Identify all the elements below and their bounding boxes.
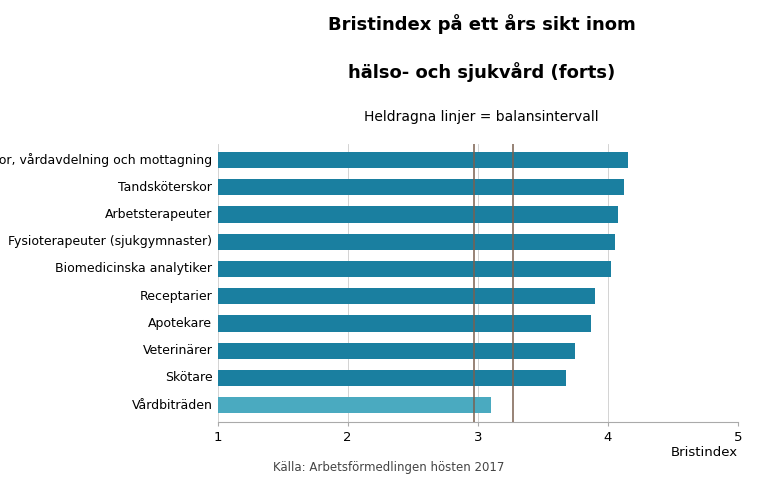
Bar <box>218 370 566 386</box>
Bar <box>218 234 615 250</box>
Text: Bristindex på ett års sikt inom: Bristindex på ett års sikt inom <box>328 14 636 34</box>
Bar <box>218 315 591 331</box>
Text: Bristindex: Bristindex <box>671 446 738 459</box>
Bar <box>218 342 576 359</box>
Text: Veterinärer: Veterinärer <box>142 344 212 357</box>
Bar <box>218 206 618 223</box>
Text: Källa: Arbetsförmedlingen hösten 2017: Källa: Arbetsförmedlingen hösten 2017 <box>273 461 504 474</box>
Text: Receptarier: Receptarier <box>140 290 212 303</box>
Text: Apotekare: Apotekare <box>148 317 212 330</box>
Bar <box>218 152 628 168</box>
Text: Undersköterskor, vårdavdelning och mottagning: Undersköterskor, vårdavdelning och motta… <box>0 153 212 167</box>
Text: Skötare: Skötare <box>165 371 212 385</box>
Text: Fysioterapeuter (sjukgymnaster): Fysioterapeuter (sjukgymnaster) <box>9 235 212 248</box>
Text: Heldragna linjer = balansintervall: Heldragna linjer = balansintervall <box>364 110 599 124</box>
Text: hälso- och sjukvård (forts): hälso- och sjukvård (forts) <box>348 62 615 82</box>
Bar <box>218 288 595 304</box>
Text: Tandsköterskor: Tandsköterskor <box>118 181 212 194</box>
Bar <box>218 179 624 195</box>
Bar <box>218 397 491 413</box>
Text: Vårdbiträden: Vårdbiträden <box>131 399 212 411</box>
Bar <box>218 261 611 277</box>
Text: Arbetsterapeuter: Arbetsterapeuter <box>105 208 212 221</box>
Text: Biomedicinska analytiker: Biomedicinska analytiker <box>55 262 212 275</box>
